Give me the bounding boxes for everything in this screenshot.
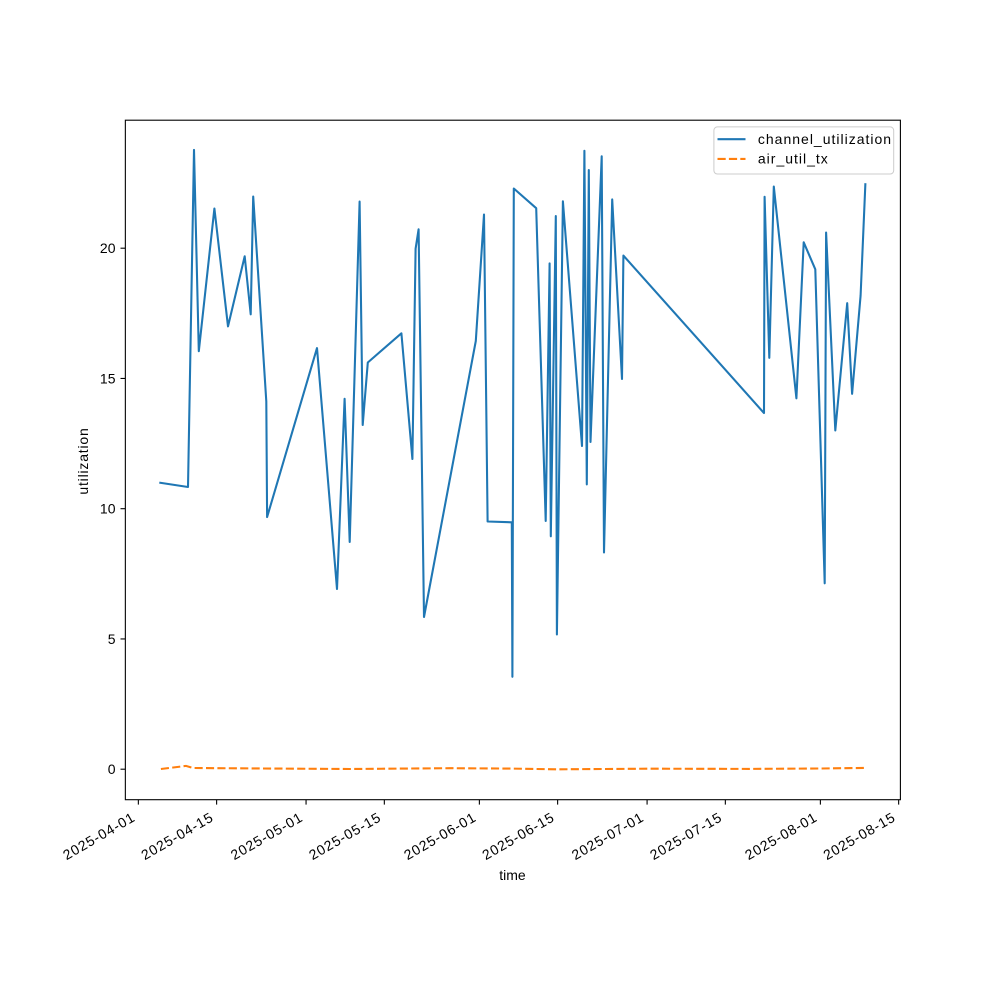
svg-text:2025-08-01: 2025-08-01 <box>742 809 820 863</box>
svg-text:2025-06-01: 2025-06-01 <box>401 809 479 863</box>
svg-text:0: 0 <box>108 761 116 777</box>
svg-text:2025-05-15: 2025-05-15 <box>306 809 384 863</box>
svg-text:2025-08-15: 2025-08-15 <box>820 809 898 863</box>
svg-text:2025-05-01: 2025-05-01 <box>228 809 306 863</box>
svg-text:10: 10 <box>100 501 116 517</box>
svg-text:2025-07-15: 2025-07-15 <box>647 809 725 863</box>
svg-text:2025-04-01: 2025-04-01 <box>60 809 138 863</box>
svg-text:2025-04-15: 2025-04-15 <box>138 809 216 863</box>
svg-text:2025-06-15: 2025-06-15 <box>479 809 557 863</box>
svg-text:channel_utilization: channel_utilization <box>758 131 892 147</box>
svg-text:utilization: utilization <box>75 427 91 494</box>
svg-text:5: 5 <box>108 631 116 647</box>
svg-text:15: 15 <box>100 370 116 386</box>
svg-text:air_util_tx: air_util_tx <box>758 151 829 167</box>
svg-text:2025-07-01: 2025-07-01 <box>569 809 647 863</box>
svg-text:20: 20 <box>100 240 116 256</box>
svg-text:time: time <box>499 867 526 883</box>
